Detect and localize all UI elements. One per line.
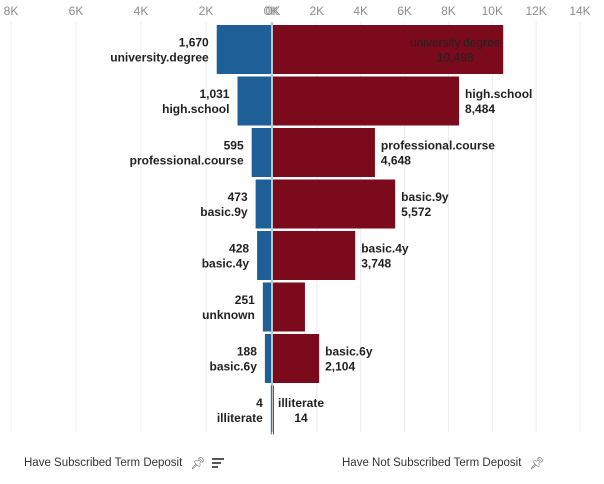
x-tick-label: 4K <box>353 4 368 18</box>
value-label: 8,484 <box>465 102 495 116</box>
category-label: professional.course <box>130 154 244 168</box>
x-tick-label: 2K <box>199 4 214 18</box>
bar-left <box>262 282 271 332</box>
bar-left <box>270 385 272 435</box>
legend-left-label: Have Subscribed Term Deposit <box>24 457 183 469</box>
bar-left <box>216 25 271 74</box>
category-label: basic.6y <box>325 345 373 359</box>
value-label: 3,748 <box>361 257 391 271</box>
bar-right <box>273 25 504 74</box>
bar-right <box>273 385 274 435</box>
bar-left <box>255 179 271 229</box>
x-tick-label: 2K <box>310 4 325 18</box>
pin-icon[interactable]: 📌︎ <box>529 456 545 470</box>
x-tick-label: 0K <box>264 4 279 18</box>
value-label: 4,648 <box>381 154 411 168</box>
value-label: 595 <box>224 139 244 153</box>
category-label: basic.9y <box>200 205 248 219</box>
bar-right <box>273 128 375 177</box>
pin-icon[interactable]: 📌︎ <box>190 456 206 470</box>
category-label: basic.4y <box>361 242 409 256</box>
x-tick-label: 12K <box>525 4 546 18</box>
bar-right <box>273 231 356 280</box>
x-tick-label: 0K <box>266 4 281 18</box>
category-label: illiterate <box>217 411 263 425</box>
value-label: 2,104 <box>325 360 355 374</box>
value-label: 251 <box>235 293 255 307</box>
value-label: 5,572 <box>401 205 431 219</box>
value-label: 14 <box>294 411 308 425</box>
category-label: professional.course <box>381 139 495 153</box>
category-label: basic.6y <box>210 360 258 374</box>
category-label: unknown <box>202 308 255 322</box>
bar-right <box>273 76 460 126</box>
bar-left <box>251 128 271 177</box>
value-label: 10,498 <box>437 51 474 65</box>
bar-left <box>257 231 271 280</box>
bar-right <box>273 334 320 383</box>
value-label: 4 <box>256 396 263 410</box>
legend-right: Have Not Subscribed Term Deposit 📌︎ <box>342 456 545 470</box>
value-label: 188 <box>237 345 257 359</box>
x-tick-label: 10K <box>482 4 503 18</box>
category-label: university.degree <box>110 51 209 65</box>
category-label: basic.4y <box>202 257 250 271</box>
value-label: 1,031 <box>199 87 229 101</box>
bar-labels: 1,670university.degreeuniversity.degree1… <box>110 36 532 426</box>
category-label: illiterate <box>278 396 324 410</box>
x-tick-label: 8K <box>4 4 19 18</box>
legend-left: Have Subscribed Term Deposit 📌︎ <box>24 456 224 470</box>
category-label: university.degree <box>410 36 501 50</box>
bar-right <box>273 179 396 229</box>
value-label: 1,670 <box>179 36 209 50</box>
bar-left <box>264 334 271 383</box>
x-tick-label: 8K <box>441 4 456 18</box>
x-tick-label: 6K <box>397 4 412 18</box>
bars <box>216 25 504 435</box>
x-tick-label: 6K <box>69 4 84 18</box>
legend-right-label: Have Not Subscribed Term Deposit <box>342 457 522 469</box>
x-tick-label: 4K <box>134 4 149 18</box>
sort-icon[interactable] <box>211 458 224 468</box>
category-label: high.school <box>465 87 532 101</box>
value-label: 473 <box>228 190 248 204</box>
x-tick-label: 14K <box>569 4 590 18</box>
bar-right <box>273 282 305 332</box>
category-label: basic.9y <box>401 190 449 204</box>
value-label: 428 <box>229 242 249 256</box>
category-label: high.school <box>162 102 229 116</box>
bar-left <box>237 76 271 126</box>
